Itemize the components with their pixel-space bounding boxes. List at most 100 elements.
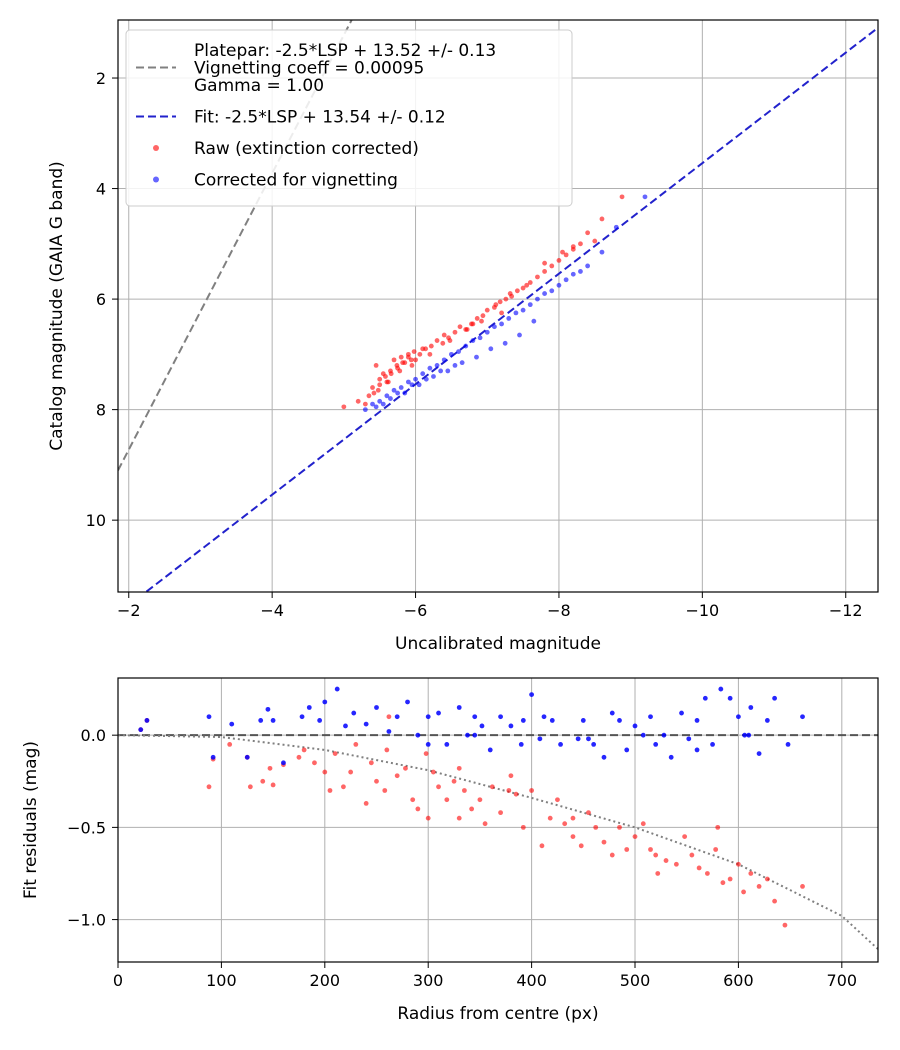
calib-xtick-label-2: −6 — [404, 601, 428, 620]
resid-point-2-50 — [570, 834, 576, 839]
resid-point-2-55 — [609, 852, 615, 858]
legend-marker-3 — [153, 176, 159, 183]
resid-point-2-83 — [653, 852, 659, 858]
calib-point-3-40 — [445, 368, 451, 374]
resid-point-2-51 — [578, 843, 584, 849]
resid-point-2-61 — [655, 871, 661, 876]
calib-point-3-44 — [502, 340, 508, 346]
resid-point-2-13 — [312, 760, 317, 766]
resid-point-2-54 — [601, 839, 607, 845]
resid-xtick-label-4: 400 — [516, 971, 547, 990]
calib-point-2-20 — [388, 371, 394, 377]
calib-point-3-35 — [373, 404, 379, 410]
calib-point-2-62 — [397, 368, 403, 374]
resid-point-3-13 — [322, 699, 328, 705]
calib-point-3-33 — [613, 224, 619, 230]
resid-point-3-27 — [465, 732, 470, 738]
resid-point-3-24 — [436, 710, 441, 716]
resid-point-2-69 — [720, 880, 726, 886]
resid-point-3-38 — [558, 741, 563, 747]
resid-point-2-72 — [741, 889, 746, 895]
calib-point-3-5 — [398, 385, 404, 390]
calib-xtick-label-5: −12 — [829, 601, 863, 620]
calib-point-2-45 — [535, 274, 540, 280]
calib-xtick-label-1: −4 — [260, 601, 284, 620]
calib-point-2-70 — [524, 282, 530, 288]
calib-point-2-3 — [370, 385, 375, 390]
resid-point-3-48 — [648, 714, 653, 720]
calib-point-2-66 — [464, 327, 470, 332]
calib-point-3-22 — [520, 307, 526, 313]
resid-point-2-58 — [632, 834, 638, 839]
resid-point-3-4 — [229, 721, 235, 727]
resid-point-3-62 — [756, 751, 762, 757]
resid-xtick-label-3: 300 — [413, 971, 444, 990]
resid-point-2-47 — [547, 815, 553, 821]
resid-xtick-label-5: 500 — [620, 971, 651, 990]
calib-point-3-27 — [556, 282, 562, 288]
calib-point-3-14 — [463, 343, 469, 349]
calib-point-2-32 — [457, 324, 463, 330]
calib-point-2-15 — [413, 357, 418, 363]
resid-point-2-82 — [570, 815, 576, 821]
resid-point-3-12 — [317, 718, 323, 723]
resid-point-3-42 — [601, 754, 607, 760]
resid-point-2-22 — [374, 778, 379, 784]
calib-point-2-71 — [542, 260, 548, 266]
resid-point-3-30 — [487, 747, 493, 753]
resid-ytick-label-0: 0.0 — [81, 726, 106, 745]
calib-point-3-10 — [434, 363, 440, 368]
calib-point-3-17 — [484, 329, 490, 335]
resid-point-3-20 — [394, 714, 400, 720]
resid-point-2-38 — [477, 797, 483, 803]
resid-point-2-20 — [363, 801, 369, 806]
resid-point-2-53 — [593, 824, 599, 830]
resid-point-3-11 — [306, 705, 312, 710]
calib-point-3-49 — [409, 382, 415, 388]
resid-point-2-16 — [332, 751, 338, 757]
calib-point-3-48 — [395, 390, 401, 396]
calib-point-2-43 — [520, 285, 526, 291]
resid-ytick-label-2: −1.0 — [67, 911, 106, 930]
calib-point-2-52 — [585, 230, 591, 236]
resid-point-2-31 — [430, 769, 436, 775]
calib-point-2-1 — [355, 398, 361, 404]
legend: Platepar: -2.5*LSP + 13.52 +/- 0.13Vigne… — [125, 29, 573, 207]
calib-point-3-6 — [405, 379, 411, 385]
resid-point-2-42 — [506, 788, 512, 793]
resid-point-2-73 — [748, 871, 754, 876]
calib-point-2-44 — [527, 280, 533, 285]
resid-point-2-27 — [410, 797, 416, 803]
resid-point-3-28 — [472, 714, 478, 720]
calib-point-3-7 — [413, 376, 418, 382]
resid-point-2-57 — [624, 847, 630, 852]
resid-ytick-label-1: −0.5 — [67, 818, 106, 837]
calib-plot-area — [118, 20, 878, 592]
resid-point-2-26 — [403, 765, 408, 771]
calib-ytick-label-1: 4 — [96, 180, 106, 199]
resid-point-3-26 — [456, 705, 462, 710]
calib-point-3-51 — [438, 368, 444, 374]
calib-point-3-19 — [499, 321, 504, 327]
resid-point-2-39 — [482, 821, 488, 827]
calib-point-2-64 — [427, 351, 433, 357]
calib-point-3-26 — [549, 288, 555, 294]
calib-ytick-label-0: 2 — [96, 69, 106, 88]
calib-point-2-56 — [420, 346, 426, 352]
resid-point-2-23 — [382, 788, 388, 793]
legend-box — [125, 29, 573, 207]
resid-point-3-6 — [258, 718, 264, 723]
resid-point-3-14 — [334, 686, 340, 692]
resid-point-3-23 — [425, 714, 431, 720]
resid-point-3-69 — [518, 741, 524, 747]
resid-point-3-5 — [244, 754, 250, 760]
resid-point-3-70 — [586, 736, 591, 742]
resid-xlabel: Radius from centre (px) — [397, 1004, 598, 1024]
resid-point-3-72 — [746, 732, 752, 738]
calib-point-2-60 — [375, 387, 381, 393]
calib-xlabel: Uncalibrated magnitude — [395, 634, 601, 654]
resid-point-2-36 — [461, 788, 467, 793]
resid-point-3-67 — [425, 741, 431, 747]
calib-point-3-47 — [380, 401, 386, 407]
resid-point-2-70 — [727, 876, 733, 882]
